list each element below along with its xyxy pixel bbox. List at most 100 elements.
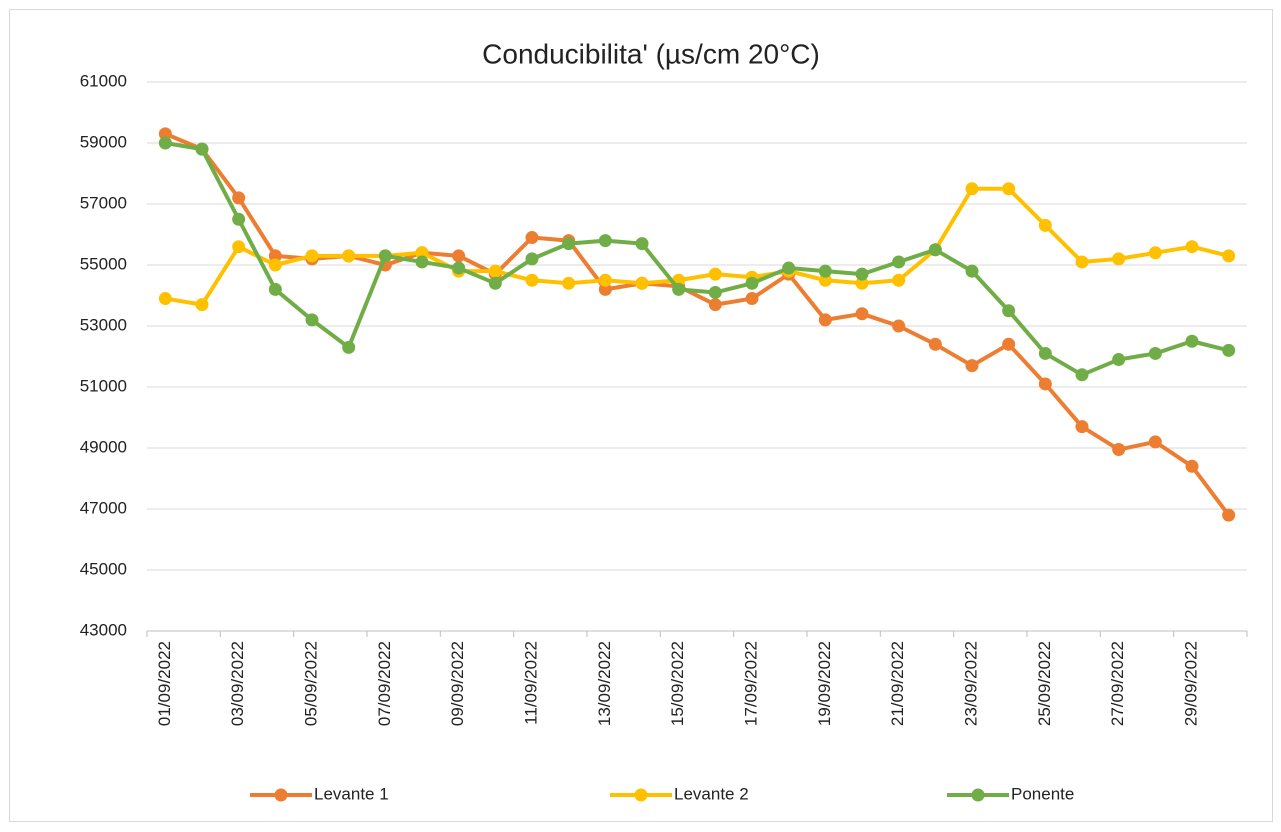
data-point xyxy=(818,273,832,287)
x-tick-label: 19/09/2022 xyxy=(815,641,834,726)
data-point xyxy=(1148,346,1162,360)
legend-swatch-marker xyxy=(634,788,648,802)
x-tick-label: 23/09/2022 xyxy=(961,641,980,726)
x-tick-label: 17/09/2022 xyxy=(741,641,760,726)
data-point xyxy=(708,267,722,281)
data-point xyxy=(1222,249,1236,263)
x-tick-label: 13/09/2022 xyxy=(595,641,614,726)
data-point xyxy=(1075,368,1089,382)
data-point xyxy=(1148,435,1162,449)
y-tick-label: 55000 xyxy=(80,254,127,273)
data-point xyxy=(1222,343,1236,357)
data-point xyxy=(892,319,906,333)
chart-title: Conducibilita' (µs/cm 20°C) xyxy=(482,38,820,69)
data-point xyxy=(415,246,429,260)
data-point xyxy=(672,282,686,296)
x-tick-label: 15/09/2022 xyxy=(668,641,687,726)
legend-label: Levante 1 xyxy=(314,784,389,803)
data-point xyxy=(488,264,502,278)
y-tick-label: 59000 xyxy=(80,132,127,151)
data-point xyxy=(452,261,466,275)
x-tick-label: 09/09/2022 xyxy=(448,641,467,726)
data-point xyxy=(562,237,576,251)
data-point xyxy=(1075,255,1089,269)
data-point xyxy=(525,273,539,287)
series-line xyxy=(165,141,1230,377)
data-point xyxy=(928,337,942,351)
data-point xyxy=(1002,182,1016,196)
y-tick-label: 47000 xyxy=(80,498,127,517)
data-point xyxy=(525,252,539,266)
data-point xyxy=(232,240,246,254)
data-point xyxy=(232,191,246,205)
x-tick-label: 11/09/2022 xyxy=(521,641,540,725)
data-point xyxy=(928,243,942,257)
data-point xyxy=(342,340,356,354)
data-point xyxy=(745,292,759,306)
data-point xyxy=(562,276,576,290)
legend-swatch-marker xyxy=(971,788,985,802)
legend-swatch-marker xyxy=(274,788,288,802)
data-point xyxy=(708,285,722,299)
x-tick-label: 27/09/2022 xyxy=(1108,641,1127,726)
chart-frame xyxy=(9,9,1273,822)
y-tick-label: 49000 xyxy=(80,437,127,456)
data-point xyxy=(1222,508,1236,522)
data-point xyxy=(1002,304,1016,318)
y-tick-label: 51000 xyxy=(80,376,127,395)
data-point xyxy=(1038,377,1052,391)
data-point xyxy=(1002,337,1016,351)
data-point xyxy=(855,276,869,290)
data-point xyxy=(1038,218,1052,232)
data-point xyxy=(195,142,209,156)
data-point xyxy=(488,276,502,290)
data-point xyxy=(158,292,172,306)
x-tick-label: 01/09/2022 xyxy=(155,641,174,726)
data-point xyxy=(892,273,906,287)
data-point xyxy=(158,136,172,150)
data-point xyxy=(342,249,356,263)
data-point xyxy=(1112,443,1126,457)
data-point xyxy=(1148,246,1162,260)
y-tick-label: 61000 xyxy=(80,71,127,90)
data-point xyxy=(232,212,246,226)
data-point xyxy=(1038,346,1052,360)
data-point xyxy=(452,249,466,263)
data-point xyxy=(818,264,832,278)
y-tick-label: 45000 xyxy=(80,559,127,578)
data-point xyxy=(195,298,209,312)
x-tick-label: 03/09/2022 xyxy=(228,641,247,726)
data-point xyxy=(635,237,649,251)
data-point xyxy=(305,313,319,327)
data-point xyxy=(1185,459,1199,473)
data-point xyxy=(1112,252,1126,266)
data-point xyxy=(1185,240,1199,254)
data-point xyxy=(708,298,722,312)
data-point xyxy=(1112,353,1126,367)
data-point xyxy=(855,307,869,321)
data-point xyxy=(268,282,282,296)
data-point xyxy=(965,264,979,278)
data-point xyxy=(598,273,612,287)
data-point xyxy=(965,182,979,196)
data-point xyxy=(782,261,796,275)
data-point xyxy=(598,234,612,248)
x-tick-label: 29/09/2022 xyxy=(1181,641,1200,726)
data-point xyxy=(965,359,979,373)
legend-label: Ponente xyxy=(1011,784,1074,803)
x-tick-label: 05/09/2022 xyxy=(301,641,320,726)
data-point xyxy=(158,127,172,141)
legend-label: Levante 2 xyxy=(674,784,749,803)
data-point xyxy=(525,231,539,245)
data-point xyxy=(818,313,832,327)
data-point xyxy=(1075,420,1089,434)
data-point xyxy=(1185,334,1199,348)
x-tick-label: 25/09/2022 xyxy=(1035,641,1054,726)
data-point xyxy=(892,255,906,269)
data-point xyxy=(268,258,282,272)
x-tick-label: 21/09/2022 xyxy=(888,641,907,726)
data-point xyxy=(855,267,869,281)
y-tick-label: 57000 xyxy=(80,193,127,212)
y-tick-label: 43000 xyxy=(80,620,127,639)
